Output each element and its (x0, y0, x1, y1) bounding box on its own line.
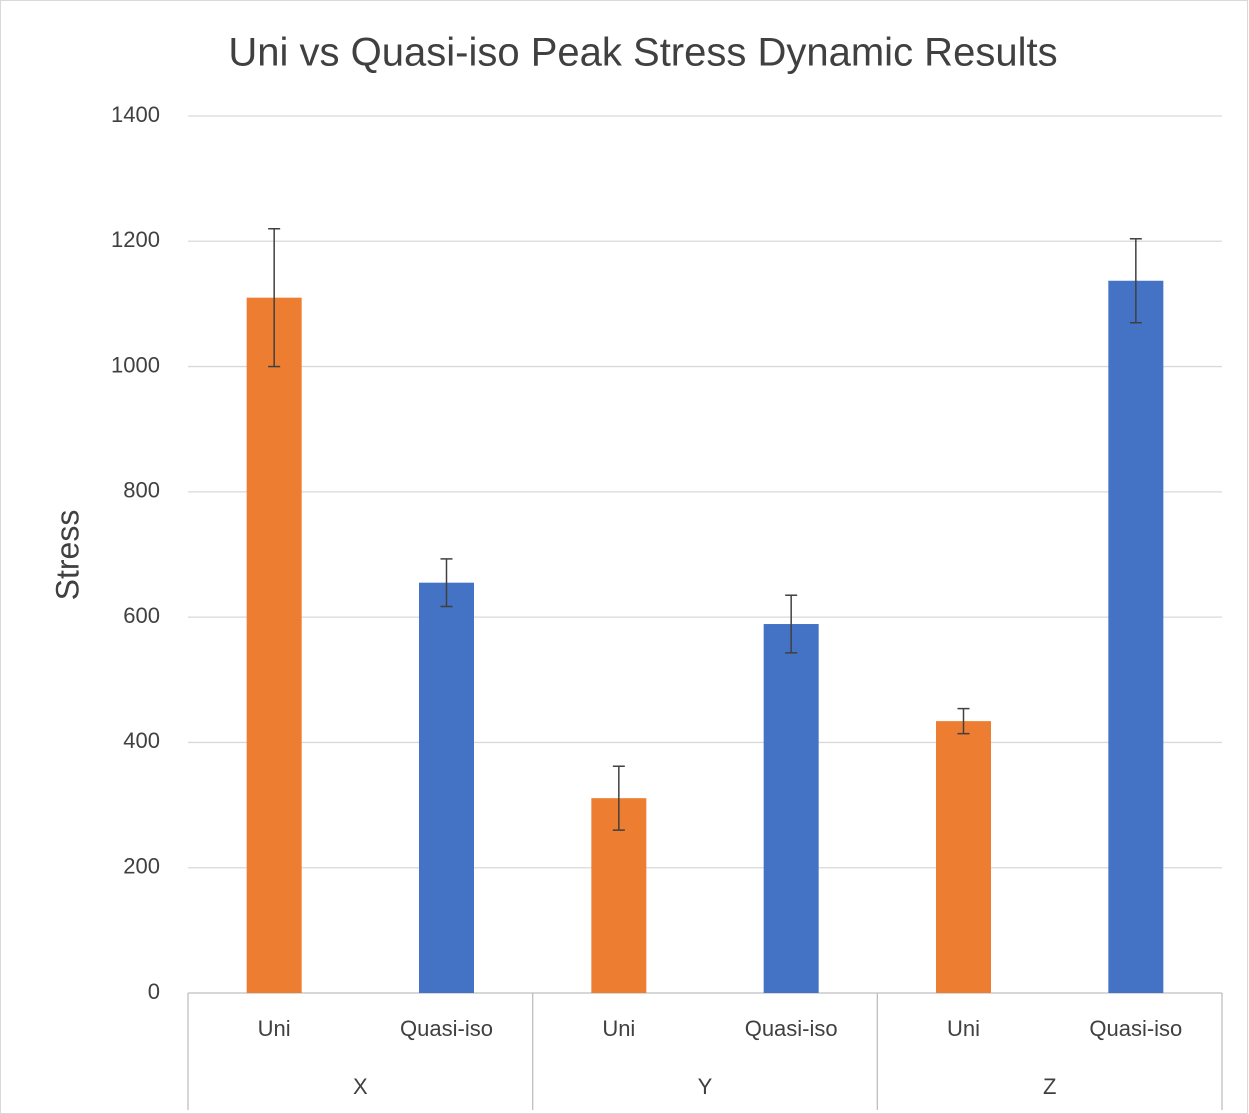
y-tick-label: 0 (148, 979, 160, 1004)
group-label: X (353, 1074, 368, 1099)
x-tick-label: Uni (258, 1016, 291, 1041)
x-tick-label: Quasi-iso (745, 1016, 838, 1041)
chart-title: Uni vs Quasi-iso Peak Stress Dynamic Res… (228, 31, 1057, 75)
group-label: Y (698, 1074, 713, 1099)
x-tick-label: Uni (947, 1016, 980, 1041)
y-axis-label: Stress (49, 510, 85, 601)
y-tick-label: 1200 (111, 227, 160, 252)
group-label: Z (1043, 1074, 1056, 1099)
x-tick-label: Uni (602, 1016, 635, 1041)
y-tick-label: 1000 (111, 352, 160, 377)
bar (419, 582, 474, 993)
x-tick-label: Quasi-iso (400, 1016, 493, 1041)
x-tick-label: Quasi-iso (1089, 1016, 1182, 1041)
y-tick-label: 1400 (111, 102, 160, 127)
bar (246, 297, 302, 993)
bar (763, 624, 819, 993)
y-tick-label: 600 (123, 603, 160, 628)
y-tick-label: 200 (123, 854, 160, 879)
y-tick-label: 400 (123, 728, 160, 753)
y-tick-label: 800 (123, 478, 160, 503)
bar (1108, 280, 1164, 993)
bar (936, 721, 991, 993)
